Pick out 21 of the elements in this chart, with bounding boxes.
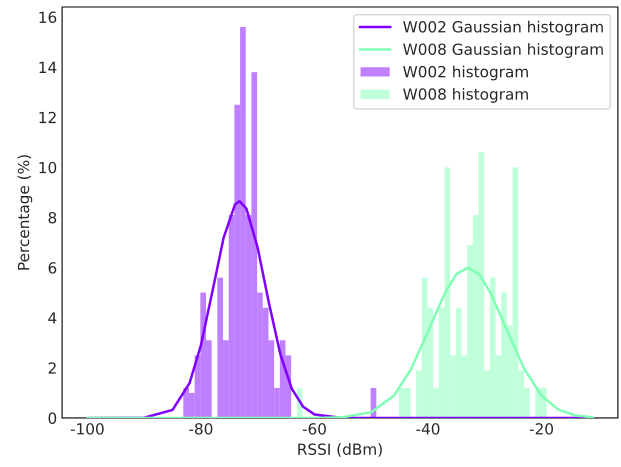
y-tick-label: 16 <box>39 11 56 24</box>
x-tick-label: -40 <box>416 423 440 435</box>
x-tick-label: -80 <box>189 423 212 435</box>
y-tick-label: 4 <box>48 312 56 324</box>
x-axis-title: RSSI (dBm) <box>298 443 382 457</box>
x-tick-label: -20 <box>530 423 553 435</box>
y-axis-title: Percentage (%) <box>17 155 32 270</box>
legend-label: W002 histogram <box>403 66 528 80</box>
y-tick-label: 14 <box>39 62 56 73</box>
legend-label: W002 Gaussian histogram <box>403 20 603 36</box>
legend-label: W008 histogram <box>403 88 528 103</box>
x-tick-label: -60 <box>302 423 326 435</box>
y-tick-label: 8 <box>48 212 56 224</box>
y-tick-label: 10 <box>39 162 56 174</box>
x-tick-label: -100 <box>70 423 104 435</box>
line-series <box>86 266 594 418</box>
y-tick-label: 0 <box>48 412 56 424</box>
y-tick-label: 2 <box>48 362 56 374</box>
legend-label: W008 Gaussian histogram <box>403 43 603 58</box>
y-tick-label: 12 <box>39 112 56 124</box>
y-tick-label: 6 <box>48 262 56 274</box>
